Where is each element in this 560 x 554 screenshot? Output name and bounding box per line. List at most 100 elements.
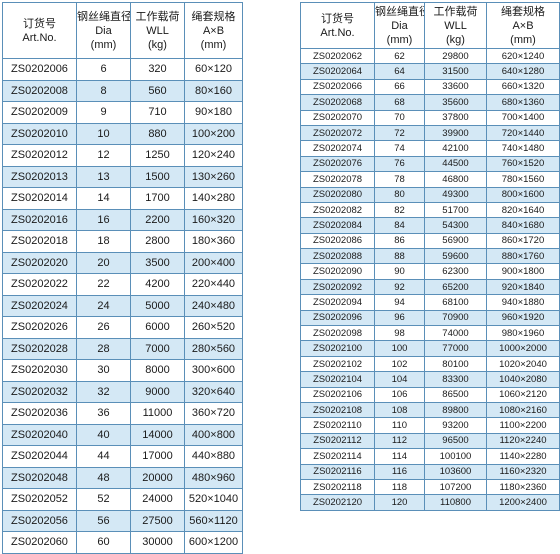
article-number-cell: ZS0202114 [300, 448, 375, 465]
table-row: ZS0202106 106 86500 1060×2120 [300, 386, 560, 403]
wll-cell: 6000 [130, 316, 185, 339]
size-cell: 240×480 [184, 294, 243, 317]
diameter-cell: 82 [374, 201, 425, 219]
header-loop-size: 绳套规格 A×B (mm) [184, 2, 243, 59]
table-row: ZS0202092 92 65200 920×1840 [300, 278, 560, 296]
table-row: ZS0202114 114 100100 1140×2280 [300, 448, 560, 465]
wll-cell: 103600 [424, 463, 487, 480]
size-cell: 800×1600 [486, 186, 560, 203]
table-row: ZS0202014 14 1700 140×280 [2, 187, 243, 210]
diameter-cell: 106 [374, 386, 425, 403]
article-number-cell: ZS0202070 [300, 109, 375, 126]
article-number-cell: ZS0202074 [300, 140, 375, 157]
article-number-cell: ZS0202032 [2, 380, 77, 403]
diameter-cell: 102 [374, 355, 425, 373]
size-cell: 480×960 [184, 466, 243, 489]
header-loop-size: 绳套规格 A×B (mm) [486, 2, 560, 49]
article-number-cell: ZS0202102 [300, 355, 375, 373]
article-number-cell: ZS0202044 [2, 445, 77, 468]
size-cell: 360×720 [184, 402, 243, 425]
size-cell: 140×280 [184, 187, 243, 210]
article-number-cell: ZS0202056 [2, 509, 77, 532]
diameter-cell: 44 [76, 445, 131, 468]
wll-cell: 74000 [424, 325, 487, 342]
size-cell: 760×1520 [486, 155, 560, 173]
article-number-cell: ZS0202100 [300, 340, 375, 357]
size-cell: 160×320 [184, 208, 243, 231]
table-row: ZS0202094 94 68100 940×1880 [300, 294, 560, 311]
article-number-cell: ZS0202064 [300, 63, 375, 80]
wll-cell: 17000 [130, 445, 185, 468]
table-row: ZS0202032 32 9000 320×640 [2, 380, 243, 403]
wll-cell: 35600 [424, 94, 487, 111]
wll-cell: 89800 [424, 401, 487, 419]
article-number-cell: ZS0202076 [300, 155, 375, 173]
wll-cell: 30000 [130, 531, 185, 554]
wll-cell: 2200 [130, 208, 185, 231]
header-wire-diameter: 钢丝绳直径 Dia (mm) [76, 2, 131, 59]
size-cell: 300×600 [184, 359, 243, 382]
size-cell: 280×560 [184, 337, 243, 360]
spec-table-left: 订货号 Art.No. 钢丝绳直径 Dia (mm) 工作载荷 WLL (kg)… [2, 2, 243, 554]
wll-cell: 29800 [424, 47, 487, 65]
article-number-cell: ZS0202026 [2, 316, 77, 339]
header-article-number: 订货号 Art.No. [300, 2, 375, 49]
size-cell: 120×240 [184, 144, 243, 167]
table-row: ZS0202040 40 14000 400×800 [2, 423, 243, 446]
table-row: ZS0202108 108 89800 1080×2160 [300, 401, 560, 419]
table-row: ZS0202070 70 37800 700×1400 [300, 109, 560, 126]
diameter-cell: 32 [76, 380, 131, 403]
size-cell: 60×120 [184, 58, 243, 81]
article-number-cell: ZS0202008 [2, 79, 77, 102]
diameter-cell: 80 [374, 186, 425, 203]
diameter-cell: 76 [374, 155, 425, 173]
wll-cell: 3500 [130, 251, 185, 274]
article-number-cell: ZS0202078 [300, 171, 375, 188]
table-row: ZS0202008 8 560 80×160 [2, 79, 243, 102]
wll-cell: 2800 [130, 230, 185, 253]
size-cell: 600×1200 [184, 531, 243, 554]
wll-cell: 46800 [424, 171, 487, 188]
article-number-cell: ZS0202018 [2, 230, 77, 253]
article-number-cell: ZS0202036 [2, 402, 77, 425]
wll-cell: 560 [130, 79, 185, 102]
article-number-cell: ZS0202068 [300, 94, 375, 111]
diameter-cell: 90 [374, 263, 425, 280]
table-row: ZS0202036 36 11000 360×720 [2, 402, 243, 425]
article-number-cell: ZS0202082 [300, 201, 375, 219]
size-cell: 1200×2400 [486, 494, 560, 511]
diameter-cell: 104 [374, 371, 425, 388]
wll-cell: 59600 [424, 248, 487, 265]
wll-cell: 51700 [424, 201, 487, 219]
size-cell: 920×1840 [486, 278, 560, 296]
size-cell: 1140×2280 [486, 448, 560, 465]
wll-cell: 320 [130, 58, 185, 81]
diameter-cell: 120 [374, 494, 425, 511]
diameter-cell: 60 [76, 531, 131, 554]
table-row: ZS0202110 110 93200 1100×2200 [300, 417, 560, 434]
diameter-cell: 68 [374, 94, 425, 111]
article-number-cell: ZS0202010 [2, 122, 77, 145]
size-cell: 1040×2080 [486, 371, 560, 388]
diameter-cell: 118 [374, 478, 425, 496]
wll-cell: 107200 [424, 478, 487, 496]
wll-cell: 54300 [424, 217, 487, 234]
table-row: ZS0202024 24 5000 240×480 [2, 294, 243, 317]
size-cell: 860×1720 [486, 232, 560, 250]
wll-cell: 880 [130, 122, 185, 145]
article-number-cell: ZS0202013 [2, 165, 77, 188]
wll-cell: 20000 [130, 466, 185, 489]
table-row: ZS0202062 62 29800 620×1240 [300, 47, 560, 65]
size-cell: 90×180 [184, 101, 243, 124]
diameter-cell: 48 [76, 466, 131, 489]
wll-cell: 710 [130, 101, 185, 124]
size-cell: 620×1240 [486, 47, 560, 65]
wll-cell: 39900 [424, 124, 487, 142]
wll-cell: 1250 [130, 144, 185, 167]
diameter-cell: 92 [374, 278, 425, 296]
article-number-cell: ZS0202092 [300, 278, 375, 296]
diameter-cell: 24 [76, 294, 131, 317]
diameter-cell: 62 [374, 47, 425, 65]
table-row: ZS0202026 26 6000 260×520 [2, 316, 243, 339]
diameter-cell: 108 [374, 401, 425, 419]
